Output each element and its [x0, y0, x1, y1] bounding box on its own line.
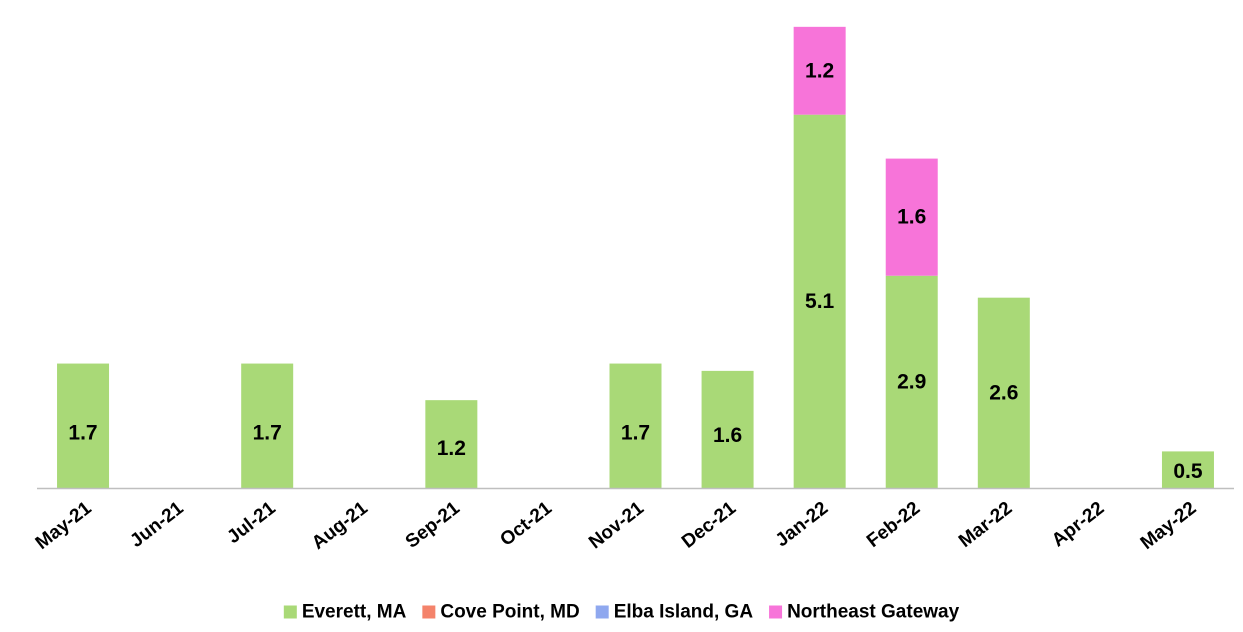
- legend-swatch: [595, 605, 609, 619]
- bar-northeast-gateway-feb-22: [885, 158, 938, 276]
- x-tick-label: Mar-22: [955, 498, 1016, 552]
- legend-label: Elba Island, GA: [614, 602, 754, 623]
- bar-northeast-gateway-jan-22: [793, 26, 846, 115]
- legend-swatch: [422, 605, 436, 619]
- data-label: 2.9: [897, 370, 926, 393]
- legend-swatch: [283, 605, 297, 619]
- bar-everett-ma-may-21: [57, 363, 110, 488]
- data-label: 5.1: [805, 290, 835, 313]
- data-label: 0.5: [1173, 460, 1203, 483]
- legend-item-elba-island-ga: Elba Island, GA: [595, 602, 754, 623]
- bar-everett-ma-nov-21: [609, 363, 662, 488]
- bars-layer: [57, 26, 1214, 489]
- bar-everett-ma-jul-21: [241, 363, 294, 488]
- data-label: 1.7: [68, 422, 97, 445]
- bar-everett-ma-jan-22: [793, 114, 846, 489]
- legend-item-everett-ma: Everett, MA: [283, 602, 407, 623]
- bar-everett-ma-may-22: [1161, 451, 1214, 488]
- data-label: 1.6: [713, 424, 742, 447]
- data-label: 1.2: [437, 437, 466, 460]
- x-tick-label: May-21: [32, 497, 96, 553]
- x-tick-label: Jan-22: [772, 498, 832, 552]
- x-axis-ticks: May-21 Jun-21 Jul-21 Aug-21 Sep-21 Oct-21 Nov-…: [32, 497, 1201, 553]
- bar-everett-ma-dec-21: [701, 370, 754, 488]
- x-tick-label: Sep-21: [402, 497, 464, 552]
- bar-everett-ma-sep-21: [425, 400, 478, 488]
- x-tick-label: May-22: [1137, 498, 1201, 554]
- x-tick-label: Aug-21: [308, 497, 372, 553]
- bar-everett-ma-mar-22: [977, 297, 1030, 488]
- legend-label: Everett, MA: [302, 602, 407, 623]
- legend-item-northeast-gateway: Northeast Gateway: [769, 602, 960, 623]
- legend-item-cove-point-md: Cove Point, MD: [422, 602, 580, 623]
- x-tick-label: Nov-21: [585, 497, 648, 553]
- bar-everett-ma-feb-22: [885, 275, 938, 488]
- data-label: 1.6: [897, 206, 926, 229]
- legend-label: Northeast Gateway: [787, 602, 960, 623]
- data-label: 1.2: [805, 59, 834, 82]
- data-label: 1.7: [621, 422, 650, 445]
- legend-swatch: [769, 605, 783, 619]
- legend-label: Cove Point, MD: [440, 602, 579, 623]
- x-tick-label: Feb-22: [863, 498, 924, 552]
- legend: Everett, MA Cove Point, MD Elba Island, GA…: [283, 602, 960, 623]
- data-labels-layer: 1.7 1.7 1.2 1.7 1.6 5.1 1.2 2.9 1.6 2.6 0.5: [68, 59, 1202, 483]
- x-tick-label: Dec-21: [678, 497, 740, 552]
- x-tick-label: Jun-21: [126, 497, 188, 552]
- x-tick-label: Jul-21: [223, 497, 280, 548]
- data-label: 2.6: [989, 381, 1018, 404]
- x-tick-label: Oct-21: [496, 497, 556, 550]
- x-tick-label: Apr-22: [1048, 498, 1108, 552]
- data-label: 1.7: [253, 422, 282, 445]
